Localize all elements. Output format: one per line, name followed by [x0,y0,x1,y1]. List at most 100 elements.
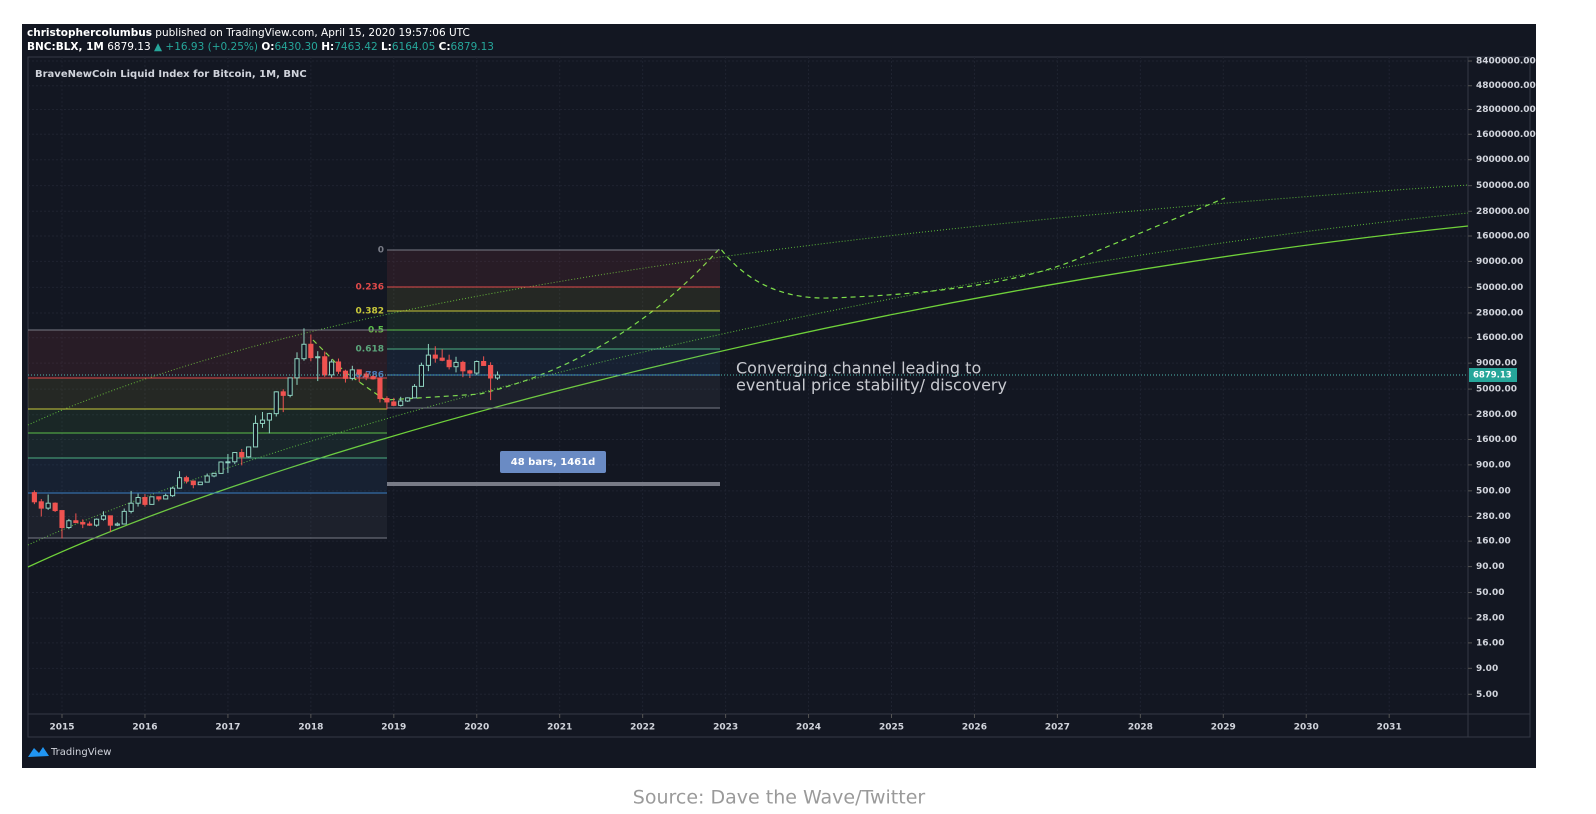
symbol-line: BNC:BLX, 1M 6879.13 ▲ +16.93 (+0.25%) O:… [27,41,494,53]
change: ▲ +16.93 (+0.25%) [154,41,258,53]
author: christophercolumbus published on Trading… [27,27,470,39]
x-tick-label: 2018 [298,723,323,733]
note: Converging channel leading to [736,359,981,378]
l-label: L: [381,41,392,53]
y-tick-label: 16000.00 [1476,333,1523,343]
candle-body [239,452,245,458]
candle-body [294,358,300,379]
candle-body [280,391,286,396]
y-tick-label: 500000.00 [1476,181,1530,191]
y-tick-label: 8400000.00 [1476,57,1536,67]
candle-body [460,361,466,372]
candle-body [411,385,418,399]
y-tick-label: 2800000.00 [1476,105,1536,115]
x-tick-label: 2024 [796,723,821,733]
candle-body [218,461,224,474]
y-tick-label: 160000.00 [1476,232,1530,242]
y-tick-label: 1600000.00 [1476,130,1536,140]
fib-band [387,287,720,311]
candle-body [142,496,148,505]
candle-body [135,496,141,504]
candle-body [301,343,307,360]
last-price-label: 6879.13 [1473,371,1512,381]
candle-body [446,359,452,368]
candle-body [322,356,328,376]
y-tick-label: 500.00 [1476,486,1511,496]
fib-band [387,330,720,349]
y-tick-label: 28.00 [1476,614,1504,624]
candle-body [31,492,37,503]
y-tick-label: 5.00 [1476,690,1498,700]
candle-body [38,501,44,509]
x-tick-label: 2017 [215,723,240,733]
y-tick-label: 50000.00 [1476,283,1523,293]
y-tick-label: 5000.00 [1476,385,1517,395]
o-label: O: [261,41,274,53]
candle-body [100,515,107,520]
source: Source: Dave the Wave/Twitter [633,787,926,809]
candle-body [225,461,231,464]
x-tick-label: 2021 [547,723,572,733]
x-tick-label: 2023 [713,723,738,733]
x-tick-label: 2019 [381,723,406,733]
candle-body [287,377,293,396]
y-tick-label: 16.00 [1476,638,1504,648]
measure-box [500,451,606,473]
candle-body [425,354,431,366]
candle-body [356,369,362,375]
candle-body [107,515,113,526]
candle-body [467,370,473,374]
candle-body [246,446,252,458]
candle-body [266,413,272,421]
fib-label: 0 [378,246,384,256]
candle-body [183,477,190,482]
candle-body [453,361,459,368]
candle-body [73,520,79,524]
channel-line [27,212,1469,546]
candle-body [232,452,238,463]
published: published on TradingView.com, April 15, … [155,27,469,39]
y-tick-label: 1600.00 [1476,435,1517,445]
x-tick-label: 2029 [1211,723,1236,733]
plot-frame [27,56,1531,738]
candle-body [190,480,196,486]
x-tick-label: 2027 [1045,723,1070,733]
y-tick-label: 280.00 [1476,512,1511,522]
candle-body [156,496,162,500]
fib-label: 0.236 [356,283,384,293]
o: 6430.30 [274,41,317,53]
candle-body [481,361,487,366]
candle-body [308,343,314,359]
candle-body [439,357,445,361]
y-tick-label: 900000.00 [1476,155,1530,165]
fib-band [28,493,387,538]
fib-label: 0.618 [356,345,384,355]
x-tick-label: 2031 [1377,723,1402,733]
drawings: 48 bars, 1461d Converging channel leadin… [27,184,1469,568]
candle-body [432,354,438,359]
fib-band [387,250,720,287]
candle-body [494,374,501,379]
x-tick-label: 2025 [879,723,904,733]
y-tick-label: 9000.00 [1476,359,1517,369]
candle-body [474,361,480,374]
note: eventual price stability/ discovery [736,376,1007,395]
candle-body [114,523,120,526]
candle-body [405,397,411,402]
y-tick-label: 2800.00 [1476,410,1517,420]
candle-body [273,391,279,415]
candle-body [259,419,266,424]
candle-body [121,510,127,525]
candle-body [398,400,404,406]
x-tick-label: 2028 [1128,723,1153,733]
x-tick-label: 2015 [49,723,74,733]
y-tick-label: 160.00 [1476,537,1511,547]
h-label: H: [321,41,334,53]
candle-body [488,364,494,379]
fib-band [28,378,387,409]
y-tick-label: 50.00 [1476,588,1504,598]
projection-line [312,197,1226,401]
fib-band [387,349,720,375]
y-tick-label: 90.00 [1476,562,1504,572]
